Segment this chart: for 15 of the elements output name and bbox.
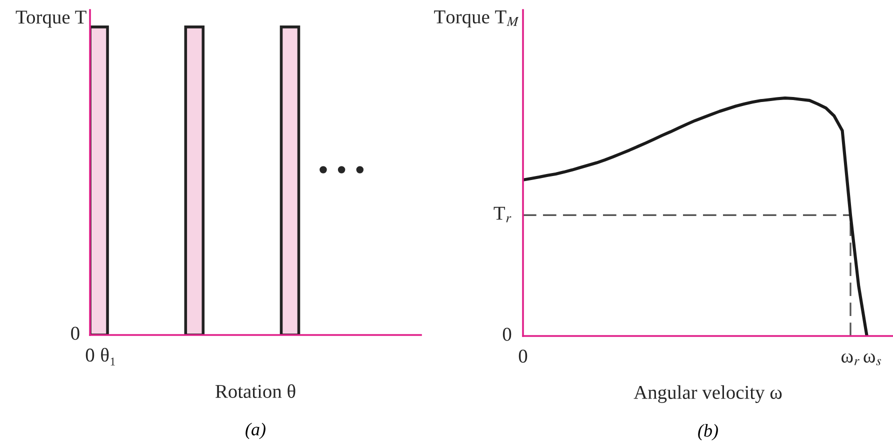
text: 0: [71, 326, 80, 340]
text: ω$_{r}$: [841, 353, 860, 366]
annotation: • • •: [320, 166, 364, 174]
text: 0: [86, 348, 94, 362]
text: 0: [502, 328, 512, 341]
text: (a): [246, 422, 266, 440]
y-axis-title: Torque T: [16, 10, 86, 28]
y-axis-title: Torque T$_{M}$: [434, 10, 519, 28]
text: θ₁: [101, 348, 115, 366]
text: ω$_{s}$: [864, 353, 882, 366]
text: T$_{r}$: [494, 206, 512, 222]
text: 0: [518, 350, 528, 363]
x-axis-title: Rotation θ: [215, 384, 296, 398]
x-axis-title: Angular velocity ω: [634, 385, 782, 403]
text: (b): [698, 424, 718, 440]
